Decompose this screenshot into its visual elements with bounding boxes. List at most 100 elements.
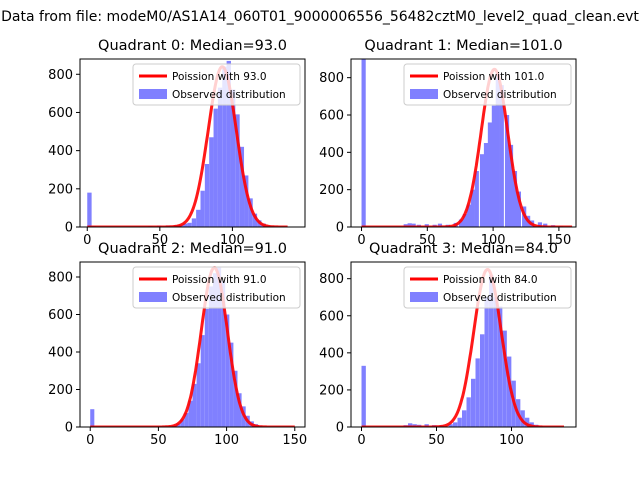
- legend-poisson-label: Poission with 91.0: [172, 274, 267, 286]
- histogram-bar: [480, 334, 485, 427]
- y-tick-label: 200: [319, 183, 344, 198]
- histogram-bar: [191, 218, 197, 227]
- histogram-bar: [411, 223, 416, 227]
- histogram-bar: [225, 314, 230, 427]
- histogram-bar: [361, 59, 366, 227]
- y-tick-label: 0: [336, 421, 344, 436]
- y-tick-label: 0: [65, 221, 73, 236]
- histogram-bar: [212, 273, 218, 427]
- histogram-bar: [184, 412, 189, 427]
- legend-observed-label: Observed distribution: [443, 292, 557, 304]
- axes-frame: [79, 58, 306, 228]
- histogram-bar: [470, 189, 475, 227]
- legend: Poission with 84.0 Observed distribution: [403, 266, 572, 309]
- histogram-bar: [466, 204, 471, 227]
- y-tick-label: 800: [319, 272, 344, 287]
- histogram-bar: [233, 370, 238, 427]
- poisson-curve: [361, 268, 565, 427]
- y-tick-label: 400: [319, 346, 344, 361]
- axes-frame: [79, 261, 306, 428]
- histogram-bar: [502, 330, 507, 427]
- histogram-bar: [474, 171, 479, 227]
- x-tick-label: 100: [499, 433, 524, 448]
- y-tick-label: 200: [48, 182, 73, 197]
- histogram-bar: [252, 213, 258, 227]
- histogram-bar: [489, 274, 494, 427]
- histogram-bar: [87, 192, 92, 227]
- histogram-bar: [239, 146, 245, 227]
- histogram-bar: [200, 335, 205, 427]
- histogram-bar: [495, 73, 500, 227]
- histogram-bar: [209, 137, 214, 227]
- chart-title: Quadrant 2: Median=91.0: [98, 241, 287, 257]
- histogram-bar: [200, 190, 205, 227]
- legend-observed-swatch: [139, 89, 167, 99]
- x-tick-label: 100: [481, 233, 506, 248]
- y-tick-label: 200: [319, 383, 344, 398]
- histogram-bars: [90, 267, 263, 427]
- histogram-bar: [188, 400, 193, 427]
- histogram-bar: [217, 267, 222, 427]
- y-tick-label: 400: [48, 144, 73, 159]
- histogram-bar: [248, 198, 253, 227]
- histogram-bar: [213, 108, 218, 227]
- histogram-bar: [462, 213, 468, 227]
- x-tick-label: 50: [419, 233, 436, 248]
- histogram-bar: [483, 143, 489, 227]
- y-tick-label: 0: [336, 221, 344, 236]
- histogram-bar: [221, 280, 226, 427]
- histogram-bar: [516, 191, 521, 227]
- histogram-bar: [479, 154, 485, 227]
- histogram-bar: [187, 222, 192, 227]
- histogram-bar: [507, 356, 512, 427]
- histogram-bar: [230, 89, 236, 227]
- histogram-bar: [90, 409, 95, 427]
- histogram-bar: [508, 144, 514, 227]
- histogram-bar: [237, 393, 242, 427]
- histogram-bar: [462, 410, 467, 427]
- histogram-bar: [466, 397, 471, 427]
- y-tick-label: 600: [48, 308, 73, 323]
- legend-poisson-label: Poission with 101.0: [443, 71, 544, 83]
- histogram-bar: [499, 85, 504, 227]
- histogram-bar: [491, 105, 496, 227]
- legend-box: [132, 63, 301, 106]
- x-tick-label: 50: [152, 233, 169, 248]
- histogram-bar: [457, 417, 462, 427]
- legend-observed-label: Observed distribution: [172, 292, 286, 304]
- legend-observed-label: Observed distribution: [172, 89, 286, 101]
- y-tick-label: 400: [48, 346, 73, 361]
- histogram-bar: [196, 209, 201, 227]
- histogram-bar: [226, 60, 231, 227]
- figure-suptitle: Data from file: modeM0/AS1A14_060T01_900…: [1, 9, 639, 25]
- histogram-bar: [235, 114, 240, 227]
- legend-poisson-label: Poission with 93.0: [172, 71, 267, 83]
- poisson-curve: [86, 65, 289, 227]
- histogram-bar: [244, 175, 249, 227]
- legend-box: [132, 266, 301, 309]
- legend-observed-label: Observed distribution: [443, 89, 557, 101]
- histogram-bar: [208, 286, 213, 427]
- histogram-bar: [453, 422, 458, 427]
- x-tick-label: 100: [220, 233, 245, 248]
- chart-title: Quadrant 1: Median=101.0: [364, 38, 562, 54]
- legend: Poission with 91.0 Observed distribution: [132, 266, 301, 309]
- histogram-bar: [475, 358, 480, 427]
- histogram-bar: [192, 383, 197, 427]
- histogram-bars: [87, 60, 275, 227]
- legend-observed-swatch: [410, 89, 438, 99]
- y-tick-label: 200: [48, 383, 73, 398]
- histogram-bar: [204, 164, 210, 227]
- histogram-bar: [525, 417, 530, 427]
- poisson-curve: [361, 67, 573, 227]
- histogram-bar: [361, 365, 366, 427]
- histogram-bar: [484, 297, 489, 427]
- histogram-bar: [458, 219, 464, 227]
- legend-observed-swatch: [410, 292, 438, 302]
- legend: Poission with 101.0 Observed distribution: [403, 63, 572, 106]
- histogram-bar: [229, 342, 234, 427]
- histogram-bar: [537, 222, 543, 227]
- y-tick-label: 0: [65, 421, 73, 436]
- histogram-bar: [543, 223, 548, 227]
- legend-poisson-label: Poission with 84.0: [443, 274, 538, 286]
